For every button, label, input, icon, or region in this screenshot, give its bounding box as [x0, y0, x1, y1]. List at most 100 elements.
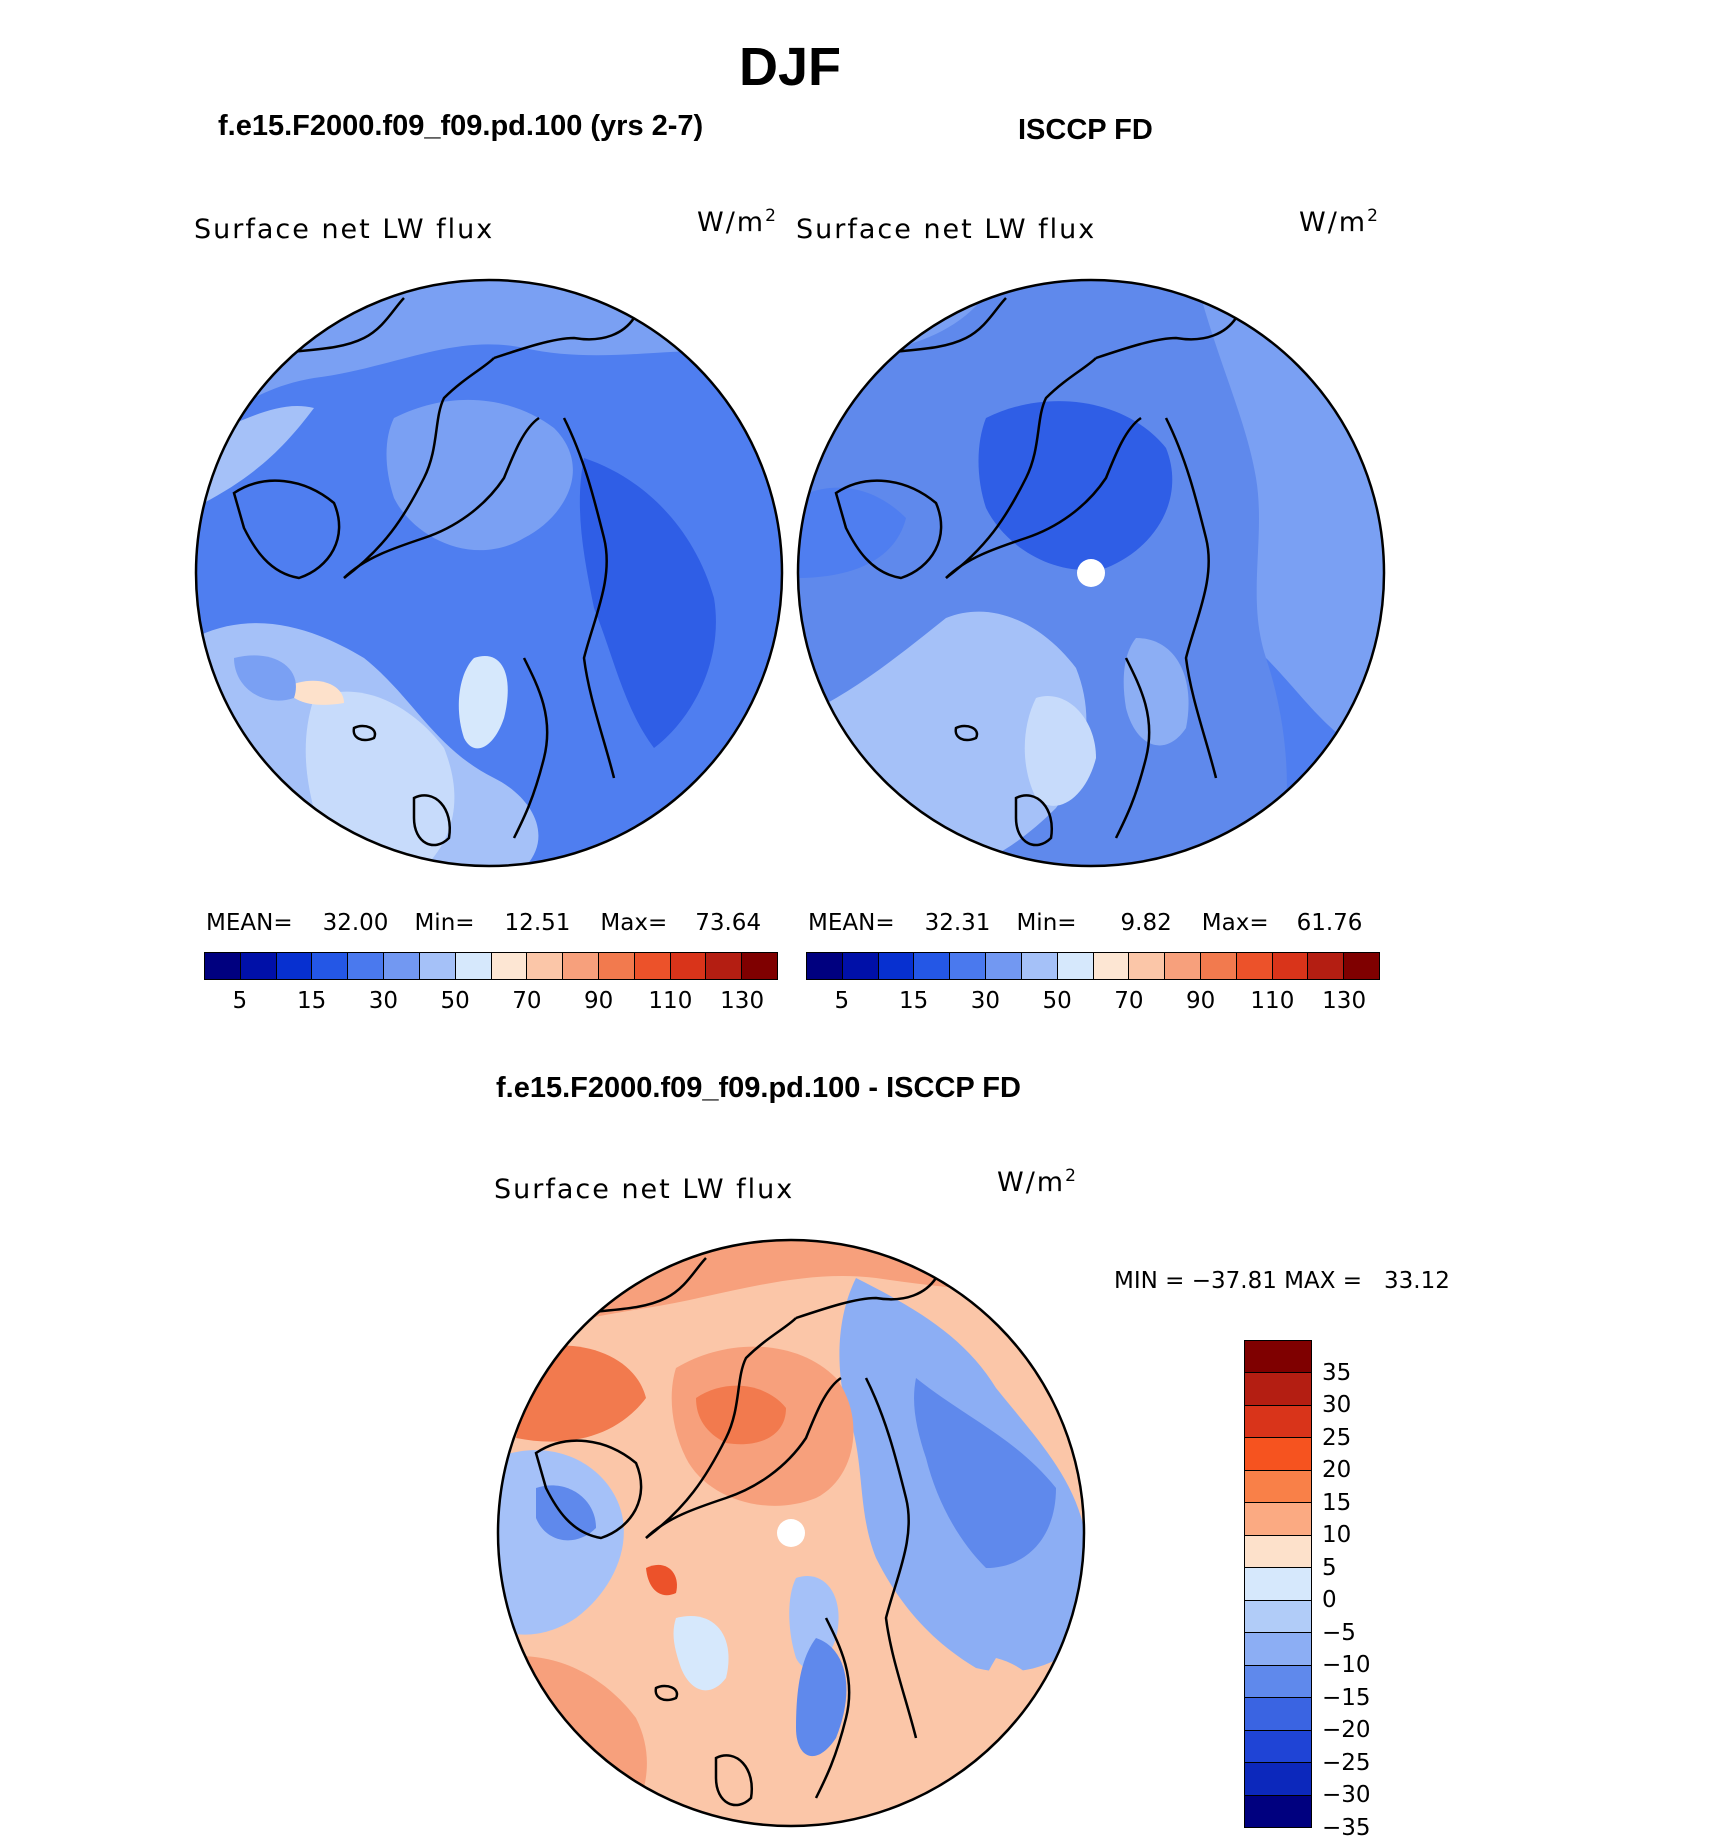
panel2-colorbar-tick-label: 70: [1114, 988, 1144, 1014]
panel1-title: f.e15.F2000.f09_f09.pd.100 (yrs 2-7): [218, 110, 704, 142]
panel1-colorbar-swatch: [312, 953, 349, 979]
panel1-mean-label: MEAN=: [206, 910, 293, 936]
panel1-colorbar-swatch: [563, 953, 599, 979]
panel2-colorbar-swatch: [878, 953, 915, 979]
panel2-colorbar-tick-label: 5: [834, 988, 850, 1014]
panel3-coastline-north-america: [645, 1277, 938, 1539]
panel1-field-region: [305, 691, 455, 866]
panel3-colorbar-swatch: [1245, 1405, 1311, 1439]
panel2-colorbar-swatch: [1021, 953, 1058, 979]
panel3-field-region: [914, 1378, 1056, 1568]
panel3-colorbar-swatch: [1245, 1763, 1311, 1796]
panel3-polar-map: [496, 1238, 1086, 1828]
panel1-colorbar-ticks: 5 15 30 50 70 90 110 130: [204, 988, 778, 1018]
panel2-field-region: [978, 401, 1173, 570]
panel3-variable-label: Surface net LW flux: [494, 1174, 795, 1205]
panel2-units-text: W/m: [1299, 207, 1368, 238]
panel1-field-region: [284, 680, 344, 705]
panel1-colorbar-swatch: [598, 953, 635, 979]
panel3-field-region: [796, 1638, 847, 1757]
panel2-units: W/m2: [1299, 206, 1380, 238]
panel3-colorbar-swatch: [1245, 1698, 1311, 1731]
panel2-max-value: 61.76: [1296, 910, 1363, 936]
panel1-coastline-eurasia: [562, 417, 616, 779]
panel1-colorbar-swatch: [384, 953, 420, 979]
panel2-max-label: Max=: [1201, 910, 1269, 936]
panel3-colorbar-tick-label: −30: [1322, 1782, 1371, 1809]
panel1-colorbar-tick-label: 15: [296, 988, 327, 1014]
panel2-mean-value: 32.31: [924, 910, 991, 936]
panel1-colorbar-swatch: [527, 953, 564, 979]
panel2-coastline-british-isles: [1014, 794, 1054, 847]
panel2-colorbar-swatch: [1344, 953, 1379, 979]
panel2-coastline-eurasia: [1164, 417, 1218, 779]
panel3-title: f.e15.F2000.f09_f09.pd.100 - ISCCP FD: [496, 1072, 1021, 1104]
panel3-colorbar-tick-label: 0: [1322, 1587, 1337, 1614]
panel1-colorbar-swatch: [419, 953, 456, 979]
panel1-colorbar-swatch: [706, 953, 743, 979]
panel3-coastline-british-isles: [714, 1754, 754, 1807]
panel2-colorbar: [806, 952, 1380, 980]
panel3-colorbar-swatch: [1245, 1503, 1311, 1536]
panel3-colorbar-swatch: [1245, 1568, 1311, 1601]
figure-title: DJF: [738, 37, 841, 97]
panel2-field-region: [1123, 638, 1189, 746]
panel3-map-boundary: [496, 1238, 1086, 1828]
panel3-colorbar-tick-label: −20: [1322, 1717, 1371, 1744]
panel3-minmax: MIN = −37.81 MAX = 33.12: [1114, 1268, 1450, 1294]
panel2-coastline-iceland: [954, 724, 979, 742]
panel3-colorbar-swatch: [1245, 1373, 1311, 1406]
panel2-pole-no-data: [1077, 559, 1105, 587]
panel1-colorbar-swatch: [276, 953, 313, 979]
panel1-colorbar-swatch: [742, 953, 777, 979]
panel2-min-value: 9.82: [1120, 910, 1172, 936]
panel1-colorbar-tick-label: 50: [440, 988, 470, 1014]
panel3-colorbar-tick-label: 5: [1322, 1554, 1337, 1581]
panel2-colorbar-swatch: [1093, 953, 1130, 979]
panel2-coastline-north-america: [945, 317, 1238, 579]
panel1-coastline-greenland-region: [232, 479, 341, 580]
panel1-max-label: Max=: [600, 910, 668, 936]
panel3-field-region: [696, 1385, 786, 1445]
panel3-coastline-eurasia: [864, 1377, 918, 1739]
panel3-colorbar-swatch: [1245, 1730, 1311, 1764]
panel1-colorbar-swatch: [670, 953, 707, 979]
panel1-coastline-arctic-archipelago: [343, 416, 540, 579]
panel3-field-region: [646, 1564, 677, 1596]
panel3-field-region: [673, 1616, 729, 1691]
panel1-min-label: Min=: [414, 910, 475, 936]
panel1-colorbar-tick-label: 5: [232, 988, 248, 1014]
panel3-colorbar-swatch: [1245, 1795, 1311, 1828]
panel3-colorbar-tick-label: −10: [1322, 1652, 1371, 1679]
panel3-units-exp: 2: [1065, 1166, 1078, 1186]
panel3-coastline-greenland-region: [534, 1439, 643, 1540]
panel2-colorbar-tick-label: 110: [1250, 988, 1295, 1014]
panel2-colorbar-tick-label: 130: [1322, 988, 1367, 1014]
panel2-colorbar-ticks: 5 15 30 50 70 90 110 130: [806, 988, 1380, 1018]
panel1-colorbar-swatch: [491, 953, 528, 979]
panel2-colorbar-swatch: [1165, 953, 1201, 979]
panel3-coastline-arctic-archipelago: [645, 1376, 842, 1539]
panel1-colorbar-swatch: [634, 953, 671, 979]
panel2-mean-label: MEAN=: [808, 910, 895, 936]
panel1-units: W/m2: [697, 206, 778, 238]
panel1-polar-map: [194, 278, 784, 868]
panel1-field-region: [234, 655, 296, 701]
panel2-min-label: Min=: [1016, 910, 1077, 936]
panel1-colorbar-tick-label: 110: [648, 988, 693, 1014]
panel3-colorbar-swatch: [1245, 1535, 1311, 1569]
panel2-colorbar-swatch: [914, 953, 951, 979]
panel2-field-region: [798, 487, 906, 578]
panel1-variable-label: Surface net LW flux: [194, 214, 495, 245]
panel1-min-value: 12.51: [504, 910, 571, 936]
panel1-colorbar-swatch: [348, 953, 385, 979]
panel1-field-region: [458, 656, 508, 749]
panel2-field-region: [1196, 280, 1384, 866]
panel2-colorbar-swatch: [950, 953, 987, 979]
panel3-units-text: W/m: [997, 1167, 1066, 1198]
panel3-coastline-scandinavia: [814, 1617, 851, 1799]
panel1-colorbar-tick-label: 70: [512, 988, 542, 1014]
panel3-colorbar-swatch: [1245, 1438, 1311, 1471]
panel3-units: W/m2: [997, 1166, 1078, 1198]
panel3-colorbar-swatch: [1245, 1600, 1311, 1634]
